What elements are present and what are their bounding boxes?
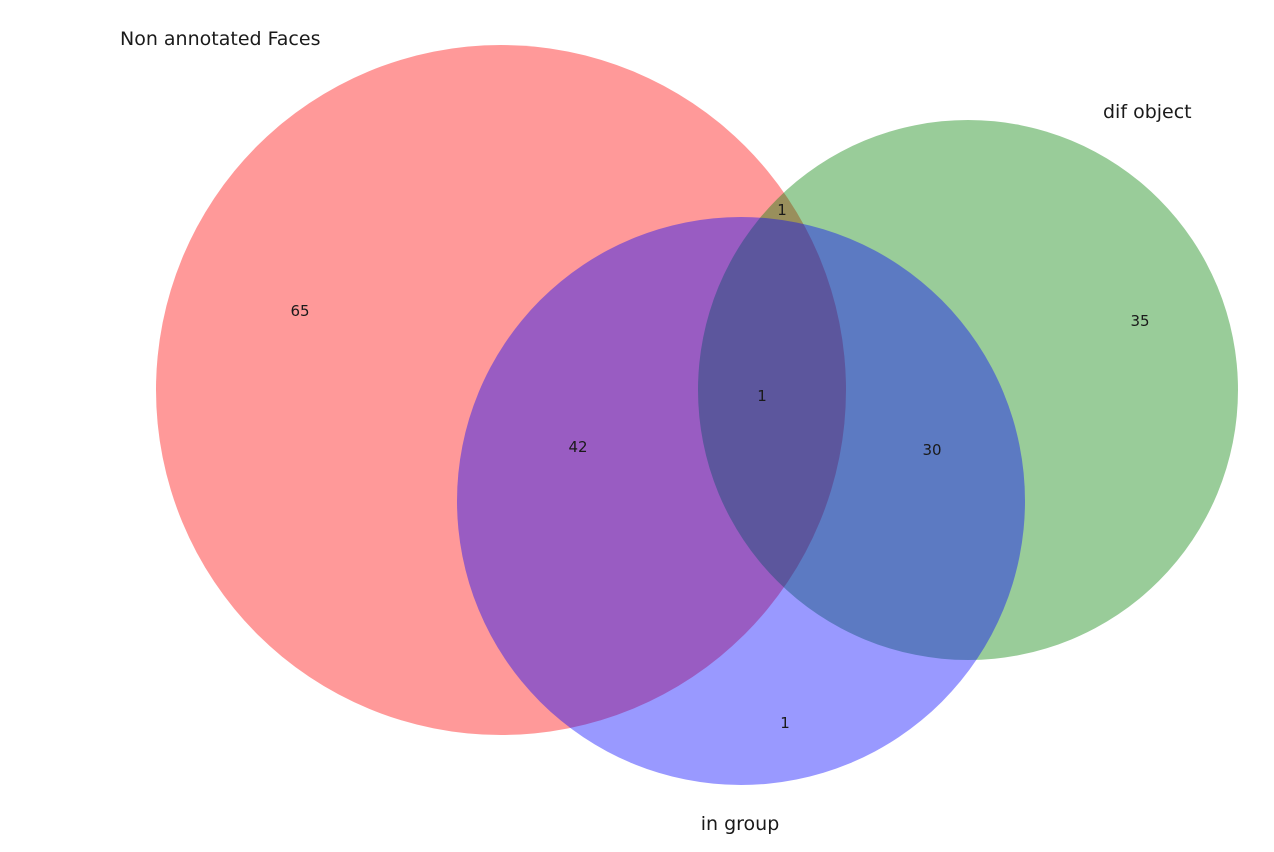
set-circle-in-group	[457, 217, 1025, 785]
region-count-dif-object-and-in-group: 30	[922, 441, 941, 459]
region-count-in-group-only: 1	[780, 714, 790, 732]
set-label-dif-object: dif object	[1103, 101, 1192, 123]
set-circle-non-annotated-faces	[156, 45, 846, 735]
region-count-faces-and-dif-object: 1	[777, 201, 787, 219]
region-count-non-annotated-faces-only: 65	[290, 302, 309, 320]
region-count-all-three: 1	[757, 387, 767, 405]
set-label-in-group: in group	[701, 813, 780, 835]
region-count-faces-and-in-group: 42	[568, 438, 587, 456]
set-label-non-annotated-faces: Non annotated Faces	[120, 28, 320, 50]
region-count-dif-object-only: 35	[1130, 312, 1149, 330]
set-circle-dif-object	[698, 120, 1238, 660]
